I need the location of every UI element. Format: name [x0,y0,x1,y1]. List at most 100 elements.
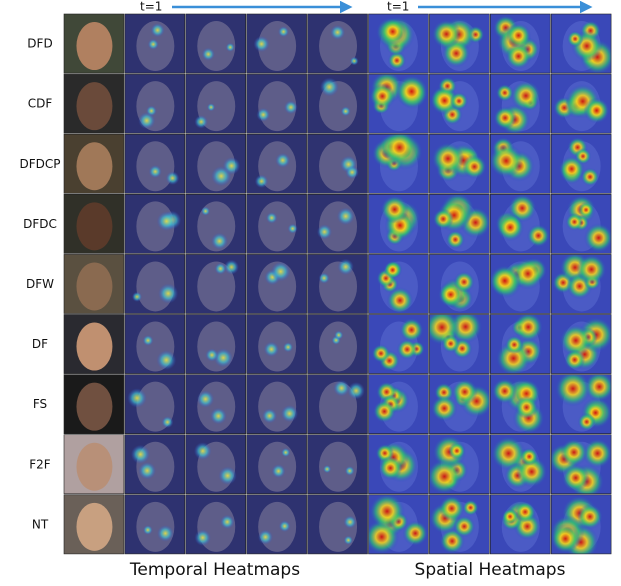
heat-blob [130,444,150,464]
cell-content [368,374,429,434]
image-cell [124,133,186,194]
heat-blob [505,43,532,70]
heat-blob [561,464,590,492]
cell-border [63,314,125,374]
cell-content [490,254,551,314]
heat-blob [213,348,233,368]
cell-content [246,254,307,314]
row-label: DFDCP [20,157,61,171]
image-cell [185,194,247,254]
cell-border [246,254,307,314]
heat-blob [161,416,174,429]
image-cell [63,314,125,374]
image-cell [63,194,125,254]
footer-label: Temporal Heatmaps [129,560,300,580]
image-cell [63,254,125,314]
heat-blob [218,466,237,485]
cell-border [368,13,429,74]
cell-content [246,74,307,134]
heat-blob [205,348,219,362]
heat-blob [271,464,286,478]
heat-blob [514,501,536,523]
cell-border [429,254,490,314]
cell-content [429,314,490,374]
heat-blob [372,400,396,423]
heat-blob [396,338,418,360]
heat-blob [451,378,478,405]
heat-blob [580,167,600,187]
cell-content [307,494,368,554]
image-cell [63,73,125,134]
heat-blob [220,514,235,529]
cell-border [307,133,368,194]
heat-blob [431,19,461,49]
cell-border [489,194,551,254]
heat-blob [516,456,548,488]
cell-border [307,314,368,374]
heat-blob [565,213,584,231]
image-cell [307,133,368,194]
cell-border [124,133,186,194]
heat-blob [150,23,165,38]
cell-border [307,434,368,495]
heat-blob [445,230,465,250]
row-label: DFDC [23,217,57,231]
cell-border [246,494,307,555]
image-cell [307,434,368,495]
face [319,321,358,372]
heat-blob [371,344,391,363]
cell-content [307,434,368,494]
heat-blob [495,83,514,102]
image-cell [246,314,307,374]
cell-border [124,314,186,374]
heat-blob [262,408,277,424]
cell-content [185,434,246,494]
cell-border [185,314,247,374]
cell-border [489,494,551,555]
image-cell [185,133,247,194]
heat-blob [156,211,177,231]
cell-content [246,434,307,494]
image-cell [307,314,368,374]
cell-border [124,13,186,74]
cell-content [368,14,429,74]
cell-border [307,194,368,254]
row-label: DFW [26,277,54,291]
row-label: FS [33,397,47,411]
cell-border [63,374,125,435]
cell-content [368,194,429,254]
cell-border [429,494,490,555]
image-cell [246,494,307,555]
heat-blob [334,330,344,340]
heat-blob [526,224,550,248]
image-cell [489,314,551,374]
cell-border [429,133,490,194]
cell-content [185,14,246,74]
cell-border [429,314,490,374]
cell-content [551,434,612,494]
heat-blob [505,335,524,355]
cell-border [246,314,307,374]
heat-blob [551,523,581,554]
image-cell [185,314,247,374]
heat-blob [577,412,596,431]
image-cell [307,73,368,134]
heat-blob [127,388,147,408]
cell-border [307,494,368,555]
cell-content [64,14,124,74]
cell-border [489,314,551,374]
heat-blob [132,291,143,302]
row-label: DF [32,337,48,351]
cell-content [490,134,551,194]
heat-blob [211,232,228,250]
cell-content [64,494,124,554]
cell-border [63,73,125,134]
cell-content [490,74,551,134]
heat-blob [316,224,332,240]
heat-blob [284,100,298,115]
heat-blob [555,374,591,407]
cell-content [429,494,490,554]
cell-content [551,374,612,434]
image-cell [368,73,429,134]
